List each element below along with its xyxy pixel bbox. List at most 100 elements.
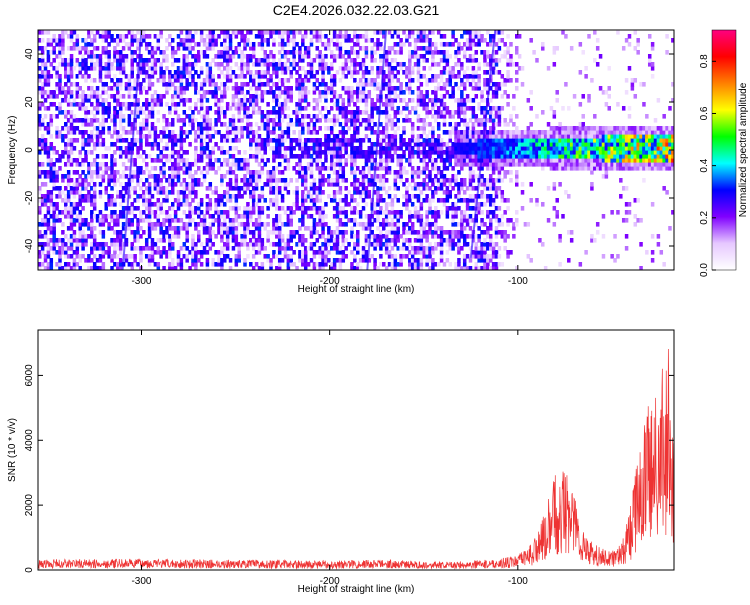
heatmap-cell	[202, 78, 207, 83]
heatmap-cell	[64, 126, 68, 131]
heatmap-cell	[46, 58, 51, 63]
heatmap-cell	[170, 174, 175, 179]
heatmap-cell	[139, 134, 143, 139]
heatmap-cell	[454, 62, 458, 67]
heatmap-cell	[275, 154, 279, 159]
heatmap-cell	[306, 262, 311, 267]
heatmap-cell	[191, 110, 195, 115]
heatmap-cell	[425, 254, 429, 259]
heatmap-cell	[327, 90, 331, 95]
heatmap-cell	[399, 98, 403, 103]
heatmap-cell	[387, 82, 392, 87]
heatmap-cell	[144, 118, 149, 123]
heatmap-cell	[373, 146, 377, 151]
heatmap-cell	[246, 54, 250, 59]
heatmap-cell	[295, 202, 299, 207]
heatmap-cell	[416, 230, 421, 235]
heatmap-cell	[410, 70, 415, 75]
heatmap-cell	[75, 214, 80, 219]
heatmap-cell	[358, 46, 363, 51]
heatmap-cell	[303, 30, 308, 35]
heatmap-cell	[90, 42, 94, 47]
heatmap-cell	[75, 138, 80, 143]
heatmap-cell	[353, 190, 357, 195]
heatmap-cell	[347, 98, 351, 103]
heatmap-cell	[118, 242, 123, 247]
heatmap-cell	[127, 46, 132, 51]
heatmap-cell	[408, 262, 412, 267]
heatmap-cell	[335, 134, 340, 139]
heatmap-cell	[188, 194, 192, 199]
heatmap-cell	[379, 110, 383, 115]
heatmap-cell	[358, 194, 363, 199]
heatmap-cell	[408, 198, 412, 203]
heatmap-cell	[425, 154, 429, 159]
heatmap-cell	[182, 182, 187, 187]
heatmap-cell	[303, 198, 308, 203]
heatmap-cell	[356, 266, 360, 270]
heatmap-cell	[69, 206, 74, 211]
heatmap-cell	[457, 122, 461, 127]
heatmap-cell	[390, 238, 395, 243]
heatmap-cell	[269, 182, 273, 187]
heatmap-cell	[434, 150, 438, 155]
heatmap-cell	[182, 74, 187, 79]
heatmap-cell	[249, 174, 253, 179]
heatmap-cell	[133, 122, 137, 127]
heatmap-cell	[396, 230, 400, 235]
heatmap-cell	[251, 266, 256, 270]
heatmap-cell	[405, 238, 409, 243]
heatmap-cell	[410, 230, 415, 235]
heatmap-cell	[223, 114, 227, 119]
heatmap-cell	[353, 246, 357, 251]
heatmap-cell	[179, 134, 184, 139]
heatmap-cell	[46, 226, 51, 231]
heatmap-cell	[442, 94, 447, 99]
heatmap-cell	[465, 30, 470, 35]
heatmap-cell	[454, 202, 458, 207]
heatmap-cell	[402, 70, 406, 75]
heatmap-cell	[301, 106, 305, 111]
heatmap-cell	[153, 90, 158, 95]
heatmap-cell	[442, 122, 447, 127]
heatmap-cell	[144, 190, 149, 195]
heatmap-cell	[445, 210, 450, 215]
heatmap-cell	[173, 226, 178, 231]
heatmap-cell	[295, 194, 299, 199]
heatmap-cell	[318, 218, 322, 223]
heatmap-cell	[81, 178, 85, 183]
heatmap-cell	[214, 130, 218, 135]
heatmap-cell	[413, 206, 418, 211]
heatmap-cell	[144, 178, 149, 183]
heatmap-cell	[358, 138, 363, 143]
heatmap-cell	[199, 66, 204, 71]
heatmap-cell	[303, 186, 308, 191]
heatmap-cell	[58, 218, 62, 223]
heatmap-cell	[298, 158, 302, 163]
heatmap-cell	[370, 222, 374, 227]
heatmap-cell	[260, 110, 265, 115]
heatmap-cell	[87, 66, 91, 71]
heatmap-cell	[49, 90, 54, 95]
heatmap-cell	[162, 74, 166, 79]
heatmap-cell	[182, 202, 187, 207]
heatmap-cell	[257, 238, 262, 243]
heatmap-cell	[58, 130, 62, 135]
heatmap-cell	[257, 58, 262, 63]
heatmap-cell	[306, 130, 311, 135]
heatmap-cell	[390, 78, 395, 83]
heatmap-cell	[136, 262, 140, 267]
heatmap-cell	[396, 62, 400, 67]
heatmap-cell	[87, 122, 91, 127]
heatmap-cell	[220, 266, 224, 270]
heatmap-cell	[272, 110, 276, 115]
heatmap-cell	[61, 174, 65, 179]
heatmap-cell	[361, 94, 366, 99]
heatmap-cell	[272, 254, 276, 259]
heatmap-cell	[49, 178, 54, 183]
heatmap-cell	[257, 246, 262, 251]
heatmap-cell	[422, 150, 426, 155]
heatmap-cell	[228, 194, 233, 199]
heatmap-cell	[240, 126, 244, 131]
heatmap-cell	[225, 170, 230, 175]
